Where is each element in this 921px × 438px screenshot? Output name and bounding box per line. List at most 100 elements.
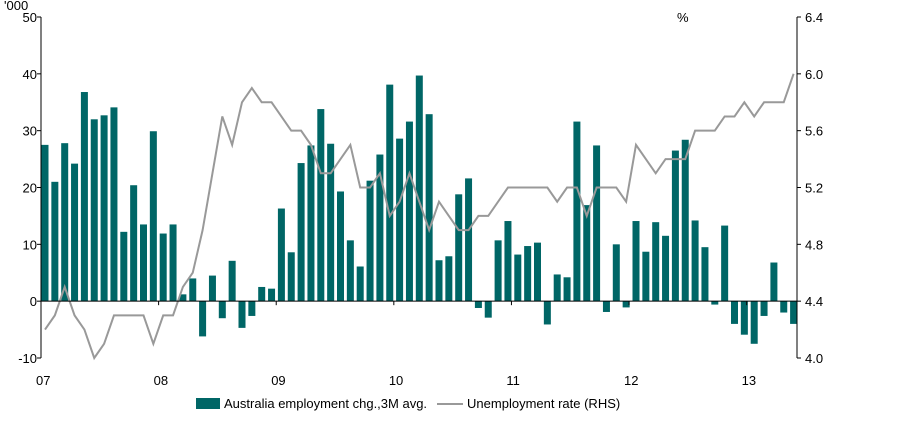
bar xyxy=(386,84,394,302)
bar xyxy=(662,235,670,302)
bar xyxy=(376,154,384,302)
x-tick-label: 11 xyxy=(506,373,520,388)
bar xyxy=(593,145,601,302)
bar xyxy=(543,301,551,325)
bar xyxy=(553,274,561,302)
bar xyxy=(652,222,660,302)
bar xyxy=(681,139,689,302)
right-axis-unit: % xyxy=(677,10,689,25)
bar xyxy=(287,252,295,302)
bar xyxy=(790,301,798,324)
bar xyxy=(356,266,364,302)
bar xyxy=(258,286,266,302)
bar xyxy=(120,231,128,302)
left-tick-label: -10 xyxy=(18,351,37,366)
left-tick-label: 50 xyxy=(23,10,37,25)
right-tick-label: 4.8 xyxy=(805,237,823,252)
bar xyxy=(268,288,276,302)
right-tick-label: 6.4 xyxy=(805,10,823,25)
x-tick-label: 08 xyxy=(154,373,168,388)
bar xyxy=(317,109,325,302)
bar xyxy=(228,260,236,302)
bar xyxy=(396,138,404,302)
bar xyxy=(563,277,571,302)
bar xyxy=(632,221,640,302)
bar xyxy=(277,208,285,302)
left-tick-label: 0 xyxy=(30,294,37,309)
bar xyxy=(583,205,591,302)
bar xyxy=(671,150,679,302)
bar xyxy=(327,143,335,302)
bar xyxy=(248,301,256,316)
bar xyxy=(238,301,246,328)
bar xyxy=(149,131,157,302)
bar xyxy=(622,301,630,308)
x-tick-label: 12 xyxy=(624,373,638,388)
bar xyxy=(208,275,216,302)
bar xyxy=(130,185,138,302)
bar xyxy=(425,114,433,302)
bar xyxy=(534,242,541,302)
bar xyxy=(199,301,207,337)
bar xyxy=(159,233,167,302)
bar xyxy=(701,247,709,302)
legend-label-employment: Australia employment chg.,3M avg. xyxy=(224,396,428,411)
x-tick-label: 10 xyxy=(389,373,403,388)
bar xyxy=(346,240,354,302)
left-tick-label: 10 xyxy=(23,237,37,252)
bar xyxy=(770,262,778,302)
bar xyxy=(179,294,187,302)
bar xyxy=(455,194,463,302)
x-tick-label: 13 xyxy=(742,373,756,388)
bar xyxy=(337,191,344,302)
left-tick-label: 30 xyxy=(23,124,37,139)
bar xyxy=(474,301,482,308)
left-tick-label: 40 xyxy=(23,67,37,82)
bar xyxy=(465,178,473,302)
right-tick-label: 5.2 xyxy=(805,181,823,196)
bar xyxy=(750,301,758,344)
legend-line-swatch xyxy=(437,402,464,405)
bar xyxy=(71,163,79,302)
bar xyxy=(297,163,305,302)
bar xyxy=(711,301,719,305)
bar xyxy=(169,224,177,302)
bar xyxy=(642,251,650,302)
bar xyxy=(80,92,88,302)
bar xyxy=(573,121,581,302)
bar xyxy=(524,246,532,302)
x-tick-label: 07 xyxy=(36,373,50,388)
bar xyxy=(415,75,423,302)
bar xyxy=(100,115,108,302)
bar xyxy=(602,301,610,312)
bar xyxy=(366,180,374,302)
right-tick-label: 6.0 xyxy=(805,67,823,82)
legend: Australia employment chg.,3M avg. Unempl… xyxy=(196,396,620,411)
right-tick-label: 5.6 xyxy=(805,124,823,139)
legend-label-unemployment: Unemployment rate (RHS) xyxy=(467,396,621,411)
right-tick-label: 4.4 xyxy=(805,294,823,309)
bar xyxy=(51,181,59,302)
bar xyxy=(484,301,492,318)
bar xyxy=(494,240,502,302)
left-axis-unit: '000 xyxy=(4,0,28,13)
bar xyxy=(189,278,197,302)
bar xyxy=(731,301,738,324)
bar xyxy=(90,119,98,302)
bar xyxy=(780,301,788,313)
bar xyxy=(110,107,118,302)
left-tick-label: 20 xyxy=(23,181,37,196)
bar xyxy=(514,254,522,302)
x-tick-label: 09 xyxy=(271,373,285,388)
bar xyxy=(504,221,512,302)
bar xyxy=(61,143,69,302)
bar xyxy=(760,301,768,316)
bar xyxy=(307,145,315,302)
bar xyxy=(445,256,453,302)
right-tick-label: 4.0 xyxy=(805,351,823,366)
bar xyxy=(405,121,413,302)
bar xyxy=(691,220,699,302)
legend-bar-swatch xyxy=(196,398,220,409)
bar xyxy=(740,301,748,335)
